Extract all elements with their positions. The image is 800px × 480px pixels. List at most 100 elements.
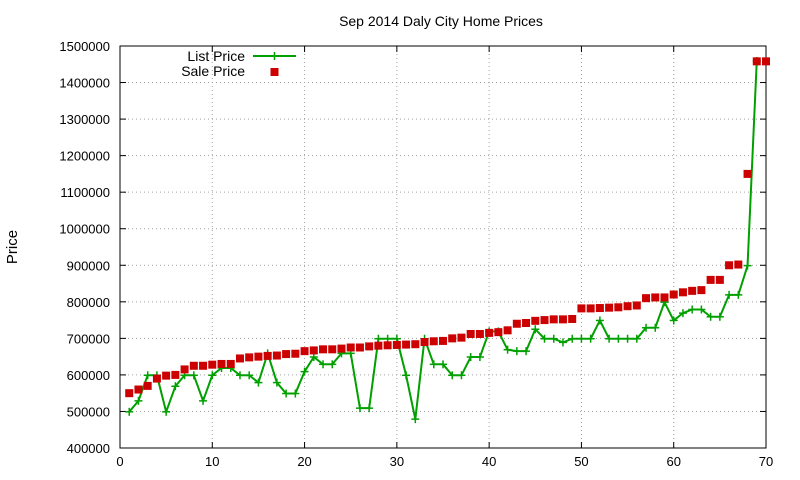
- x-tick-label: 70: [759, 454, 773, 469]
- list-price-point: [272, 378, 281, 387]
- list-price-point: [697, 305, 706, 314]
- sale-price-point: [540, 316, 549, 325]
- list-price-point: [162, 407, 171, 416]
- sale-price-point: [614, 303, 623, 312]
- sale-price-point: [632, 301, 641, 310]
- legend-square-sale-price: [270, 68, 279, 76]
- list-price-point: [651, 323, 660, 332]
- list-price-point: [549, 334, 558, 343]
- list-price-point: [669, 316, 678, 325]
- list-price-point: [235, 371, 244, 380]
- list-price-point: [171, 382, 180, 391]
- sale-price-point: [494, 328, 503, 337]
- sale-price-point: [485, 328, 494, 337]
- legend-line-list-price: [253, 52, 296, 60]
- sale-price-point: [660, 293, 669, 302]
- sale-price-point: [688, 286, 697, 295]
- sale-price-point: [448, 334, 457, 343]
- sale-price-point: [383, 341, 392, 350]
- y-tick-label: 1300000: [59, 112, 110, 127]
- list-price-point: [715, 312, 724, 321]
- list-price-point: [411, 415, 420, 424]
- list-price-point: [688, 305, 697, 314]
- list-price-point: [512, 347, 521, 356]
- sale-price-point: [319, 345, 328, 354]
- y-tick-label: 800000: [67, 295, 110, 310]
- list-price-point: [254, 378, 263, 387]
- list-price-point: [475, 353, 484, 362]
- list-price-point: [189, 371, 198, 380]
- y-tick-label: 900000: [67, 258, 110, 273]
- sale-price-point: [568, 314, 577, 323]
- sale-price-point: [734, 260, 743, 269]
- y-tick-label: 600000: [67, 368, 110, 383]
- list-price-point: [678, 309, 687, 318]
- list-price-point: [328, 360, 337, 369]
- list-price-point: [282, 389, 291, 398]
- sale-price-point: [245, 353, 254, 362]
- sale-price-point: [762, 57, 770, 66]
- list-price-point: [365, 404, 374, 413]
- sale-price-point: [171, 370, 180, 379]
- list-price-point: [402, 371, 411, 380]
- y-tick-label: 1000000: [59, 222, 110, 237]
- sale-price-point: [392, 340, 401, 349]
- list-price-point: [374, 334, 383, 343]
- sale-price-point: [420, 338, 429, 347]
- sale-price-point: [162, 371, 171, 380]
- sale-price-point: [411, 340, 420, 349]
- sale-price-point: [254, 352, 263, 361]
- sale-price-point: [346, 343, 355, 352]
- sale-price-point: [725, 261, 734, 270]
- list-price-point: [586, 334, 595, 343]
- sale-price-point: [577, 304, 586, 313]
- sale-price-point: [522, 319, 531, 328]
- x-tick-label: 30: [390, 454, 404, 469]
- sale-price-point: [272, 351, 281, 360]
- list-price-point: [642, 323, 651, 332]
- list-price-point: [143, 371, 152, 380]
- y-tick-label: 1200000: [59, 149, 110, 164]
- sale-price-point: [263, 351, 272, 360]
- list-price-point: [522, 347, 531, 356]
- sale-price-point: [512, 319, 521, 328]
- list-price-point: [595, 316, 604, 325]
- sale-price-point: [152, 374, 161, 383]
- sale-price-point: [503, 326, 512, 335]
- x-tick-label: 10: [205, 454, 219, 469]
- sale-price-point: [651, 293, 660, 302]
- list-price-point: [125, 407, 134, 416]
- list-price-point: [199, 396, 208, 405]
- y-tick-label: 1500000: [59, 39, 110, 54]
- list-price-point: [300, 367, 309, 376]
- sale-price-point: [328, 345, 337, 354]
- y-tick-label: 500000: [67, 404, 110, 419]
- sale-price-point: [743, 169, 752, 178]
- sale-price-point: [208, 360, 217, 369]
- sale-price-point: [595, 304, 604, 313]
- list-price-point: [614, 334, 623, 343]
- sale-price-point: [457, 333, 466, 342]
- sale-price-point: [642, 294, 651, 303]
- sale-price-point: [199, 361, 208, 370]
- sale-price-point: [706, 275, 715, 284]
- sale-price-point: [143, 381, 152, 390]
- list-price-point: [540, 334, 549, 343]
- y-tick-label: 1400000: [59, 76, 110, 91]
- list-price-point: [457, 371, 466, 380]
- sale-price-point: [309, 346, 318, 355]
- sale-price-point: [282, 350, 291, 359]
- list-price-point: [448, 371, 457, 380]
- list-price-point: [706, 312, 715, 321]
- sale-price-point: [355, 343, 364, 352]
- sale-price-point: [558, 315, 567, 324]
- y-tick-label: 1100000: [60, 185, 110, 200]
- legend-label-list-price: List Price: [187, 48, 245, 64]
- legend-label-sale-price: Sale Price: [181, 63, 245, 79]
- x-tick-label: 20: [297, 454, 311, 469]
- list-price-point: [725, 290, 734, 299]
- sale-price-point: [429, 337, 438, 346]
- sale-price-point: [466, 329, 475, 338]
- sale-price-point: [549, 315, 558, 324]
